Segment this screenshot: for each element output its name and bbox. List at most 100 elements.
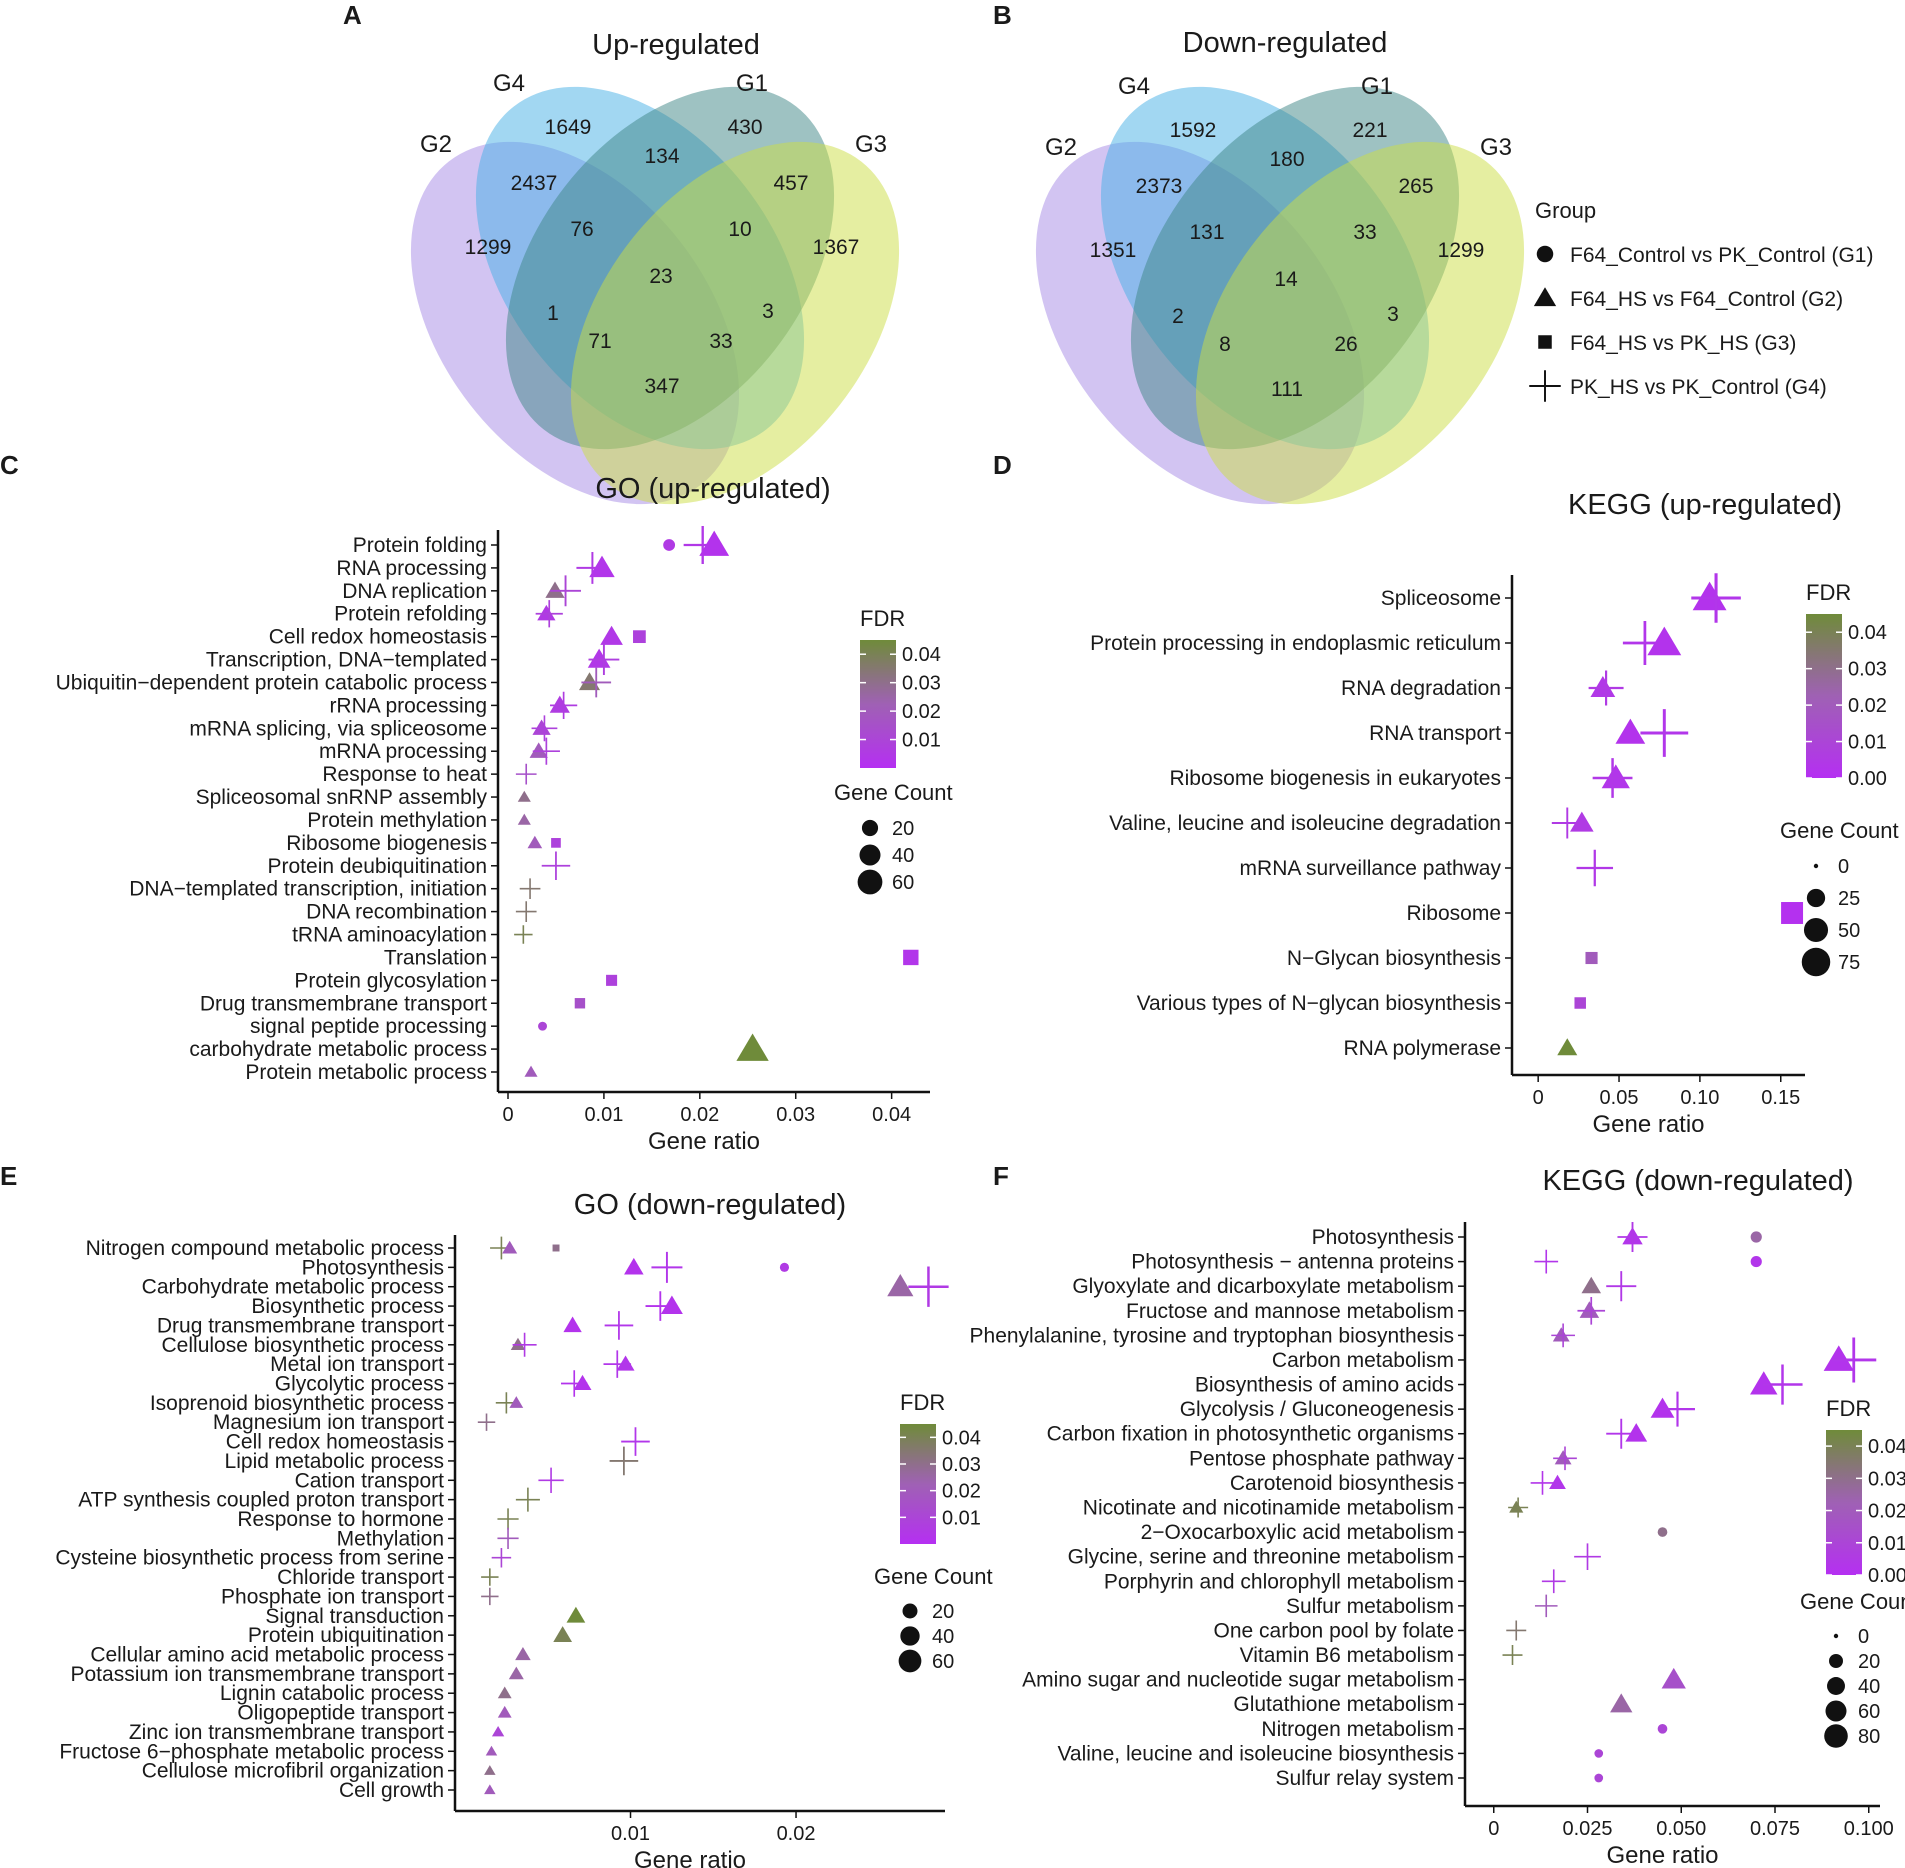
data-point-g4 [1592,758,1633,798]
x-tick-label: 0.05 [1600,1087,1639,1109]
size-legend-label: 0 [1838,856,1849,878]
fdr-tick-label: 0.02 [902,701,941,723]
x-tick-label: 0 [1488,1818,1499,1840]
venn-count-all: 14 [1274,268,1298,291]
y-tick-label: Drug transmembrane transport [200,992,487,1015]
venn-count-g3only: 1367 [813,236,860,259]
data-point-g4 [538,1467,564,1493]
y-tick-label: RNA processing [336,557,487,580]
size-legend-dot [1827,1677,1845,1695]
fdr-tick-label: 0.04 [942,1427,981,1449]
data-point-g4 [1502,1645,1523,1666]
data-point-g2 [589,555,615,578]
data-point-g2 [532,719,551,735]
venn-count-g2g3: 111 [1271,378,1303,401]
group-legend-label: PK_HS vs PK_Control (G4) [1570,376,1827,399]
y-tick-label: Chloride transport [277,1566,444,1589]
data-point-g4 [519,878,541,900]
data-point-g2 [524,1065,538,1077]
fdr-tick-label: 0.03 [1848,659,1887,681]
size-legend-label: 80 [1858,1726,1880,1748]
data-point-g1 [1750,1256,1762,1268]
group-legend-label: F64_HS vs PK_HS (G3) [1570,332,1796,355]
y-tick-label: Lipid metabolic process [225,1450,444,1473]
data-point-g2 [624,1257,644,1275]
data-point-g2 [699,530,730,556]
data-point-g2 [1554,1450,1572,1465]
y-tick-label: One carbon pool by folate [1214,1619,1455,1642]
data-point-g2 [1581,1276,1602,1294]
size-legend-dot [1801,947,1831,977]
size-legend-dot [857,869,883,895]
group-legend-label: F64_HS vs F64_Control (G2) [1570,288,1843,311]
size-legend-dot [900,1626,920,1646]
size-legend-label: 50 [1838,920,1860,942]
panel-label-f: F [993,1161,1009,1191]
y-tick-label: mRNA splicing, via spliceosome [189,717,487,740]
y-tick-label: rRNA processing [329,694,487,717]
venn-set-label-g1: G1 [736,70,768,97]
venn-count-g2g1: 2 [1172,305,1184,328]
y-tick-label: Ribosome [1406,902,1501,925]
fdr-colorbar [1826,1430,1862,1575]
data-point-g2 [887,1274,914,1297]
venn-count-g1only: 430 [727,116,762,139]
y-tick-label: Isoprenoid biosynthetic process [150,1392,444,1415]
data-point-g2 [517,813,531,825]
y-tick-label: RNA transport [1369,722,1501,745]
venn-set-g3-ellipse [1195,141,1525,505]
venn-count-g2g4g3: 26 [1334,333,1357,356]
data-point-g2 [502,1240,518,1254]
size-legend-label: 40 [932,1626,954,1648]
panel-label-c: C [0,450,19,480]
data-point-g4 [1534,1594,1558,1618]
data-point-g4 [535,600,563,628]
size-legend-dot [1829,1654,1843,1668]
y-tick-label: Ribosome biogenesis in eukaryotes [1169,767,1501,790]
data-point-g2 [497,1686,512,1699]
y-tick-label: 2−Oxocarboxylic acid metabolism [1141,1521,1454,1544]
y-tick-label: Spliceosome [1381,587,1501,610]
fdr-tick-label: 0.04 [1868,1436,1905,1458]
fdr-tick-label: 0.04 [1848,622,1887,644]
y-tick-label: Pentose phosphate pathway [1189,1447,1455,1470]
data-point-g3 [1574,997,1586,1009]
venn-count-g4g3: 3 [1387,303,1399,326]
size-legend-label: 60 [1858,1701,1880,1723]
y-tick-label: Photosynthesis [302,1256,444,1279]
y-tick-label: Carotenoid biosynthesis [1230,1472,1454,1495]
size-legend-dot [1813,863,1819,869]
y-tick-label: Cellulose biosynthetic process [162,1334,444,1357]
data-point-g2 [1615,718,1646,744]
data-point-g4 [609,1446,639,1476]
fdr-tick-label: 0.02 [1848,695,1887,717]
data-point-g2 [660,1295,683,1315]
data-point-g3 [1585,951,1598,965]
data-point-g3 [1781,902,1804,924]
y-tick-label: Phenylalanine, tyrosine and tryptophan b… [970,1324,1454,1347]
fdr-tick-label: 0.01 [1868,1533,1905,1555]
data-point-g2 [587,648,611,668]
venn-count-g2g1g3: 8 [1219,333,1231,356]
data-point-g2 [497,1705,512,1718]
size-legend-label: 60 [932,1651,954,1673]
y-tick-label: Vitamin B6 metabolism [1240,1644,1454,1667]
y-tick-label: Fructose and mannose metabolism [1126,1300,1454,1323]
data-point-g2 [1509,1500,1524,1513]
data-point-g2 [549,695,570,713]
size-legend-title: Gene Count [1780,818,1899,843]
size-legend-label: 40 [892,845,914,867]
data-point-g2 [545,581,565,598]
data-point-g4 [1660,1391,1695,1427]
y-tick-label: DNA recombination [306,901,487,924]
size-legend-label: 0 [1858,1626,1869,1648]
fdr-tick-label: 0.01 [902,730,941,752]
y-tick-label: Response to hormone [237,1508,444,1531]
data-point-g2 [484,1765,496,1775]
fdr-legend-title: FDR [1826,1396,1871,1421]
data-point-g3 [903,949,919,966]
x-tick-label: 0.02 [680,1104,719,1126]
y-tick-label: RNA degradation [1341,677,1501,700]
data-point-g4 [1530,1471,1555,1495]
x-axis-title: Gene ratio [648,1128,760,1155]
